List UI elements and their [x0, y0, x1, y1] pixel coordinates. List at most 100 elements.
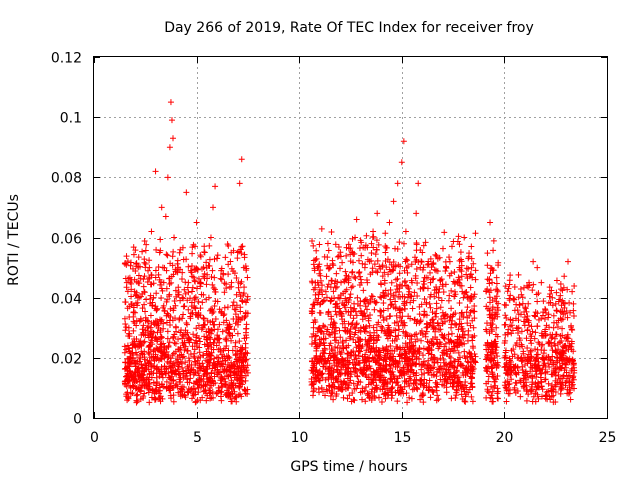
data-point [570, 348, 577, 355]
data-point [471, 291, 478, 298]
data-point [420, 383, 427, 390]
data-point [192, 399, 199, 406]
data-point [135, 272, 142, 279]
data-point [241, 335, 248, 342]
data-point [440, 356, 447, 363]
data-point [205, 329, 212, 336]
data-point [427, 304, 434, 311]
data-point [164, 335, 171, 342]
data-point [385, 305, 392, 312]
data-point [228, 279, 235, 286]
data-point [448, 330, 455, 337]
data-point [167, 99, 174, 106]
data-point [446, 254, 453, 261]
data-point [489, 370, 496, 377]
data-point [459, 381, 466, 388]
data-point [470, 260, 477, 267]
data-point [169, 317, 176, 324]
data-point [393, 336, 400, 343]
data-point [403, 264, 410, 271]
data-point [123, 253, 130, 260]
data-point [571, 385, 578, 392]
data-point [507, 386, 514, 393]
data-point [469, 383, 476, 390]
y-tick-label: 0.08 [51, 171, 82, 187]
data-point [371, 306, 378, 313]
data-point [381, 354, 388, 361]
data-point [403, 390, 410, 397]
data-point [369, 375, 376, 382]
data-point [502, 312, 509, 319]
data-point [424, 338, 431, 345]
data-point [373, 321, 380, 328]
data-point [167, 313, 174, 320]
data-point [339, 259, 346, 266]
data-point [558, 337, 565, 344]
data-point [532, 358, 539, 365]
data-point [136, 379, 143, 386]
data-point [334, 344, 341, 351]
data-point [201, 275, 208, 282]
data-point [353, 368, 360, 375]
data-point [172, 340, 179, 347]
data-point [382, 230, 389, 237]
data-point [155, 366, 162, 373]
data-point [163, 267, 170, 274]
data-point [228, 337, 235, 344]
data-point [316, 289, 323, 296]
data-point [562, 354, 569, 361]
data-point [380, 314, 387, 321]
data-point [552, 365, 559, 372]
data-point [184, 284, 191, 291]
data-point [449, 383, 456, 390]
data-point [552, 300, 559, 307]
data-point [525, 300, 532, 307]
data-point [375, 241, 382, 248]
data-point [347, 245, 354, 252]
data-point [459, 395, 466, 402]
data-point [128, 286, 135, 293]
data-point [527, 387, 534, 394]
data-point [188, 263, 195, 270]
data-point [455, 380, 462, 387]
data-point [511, 384, 518, 391]
data-point [242, 387, 249, 394]
data-point [195, 322, 202, 329]
data-point [521, 318, 528, 325]
data-point [400, 364, 407, 371]
data-point [234, 255, 241, 262]
data-point [128, 293, 135, 300]
data-point [415, 180, 422, 187]
data-point [166, 339, 173, 346]
data-point [487, 270, 494, 277]
data-point [523, 397, 530, 404]
data-point [426, 384, 433, 391]
data-point [164, 174, 171, 181]
data-point [418, 258, 425, 265]
data-point [570, 357, 577, 364]
data-point [383, 368, 390, 375]
data-point [387, 355, 394, 362]
data-point [438, 297, 445, 304]
data-point [221, 304, 228, 311]
data-point [232, 370, 239, 377]
data-point [196, 376, 203, 383]
data-point [143, 366, 150, 373]
data-point [152, 334, 159, 341]
data-point [464, 354, 471, 361]
data-point [522, 305, 529, 312]
data-point [193, 378, 200, 385]
data-point [148, 361, 155, 368]
data-point [465, 265, 472, 272]
data-point [351, 331, 358, 338]
data-point [341, 301, 348, 308]
data-point [142, 247, 149, 254]
data-point [241, 284, 248, 291]
data-point [244, 369, 251, 376]
data-point [348, 349, 355, 356]
data-point [550, 324, 557, 331]
data-point [386, 313, 393, 320]
data-point [457, 266, 464, 273]
data-point [160, 383, 167, 390]
data-point [308, 340, 315, 347]
